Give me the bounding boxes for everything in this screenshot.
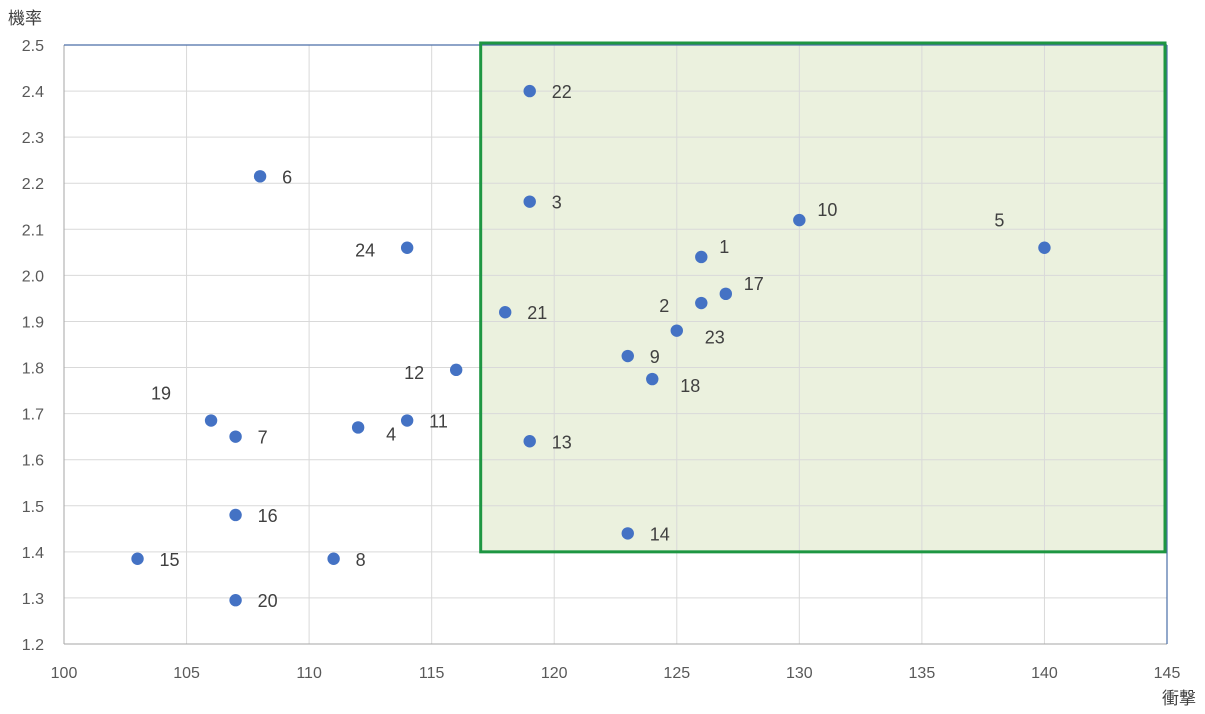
data-point-label: 15	[160, 550, 180, 570]
data-point-label: 13	[552, 432, 572, 452]
y-tick-label: 2.0	[22, 268, 44, 285]
data-point	[229, 594, 242, 607]
y-tick-label: 1.7	[22, 407, 44, 424]
x-tick-label: 115	[419, 665, 445, 682]
y-tick-label: 2.1	[22, 222, 44, 239]
data-point-label: 4	[386, 424, 396, 444]
data-point-label: 14	[650, 524, 670, 544]
data-point	[695, 250, 708, 264]
data-point-label: 6	[282, 167, 292, 187]
y-tick-label: 1.3	[22, 591, 44, 608]
data-point	[131, 552, 144, 565]
x-tick-label: 135	[909, 665, 936, 682]
x-tick-label: 105	[173, 665, 200, 682]
data-points	[131, 84, 1051, 607]
data-point	[253, 170, 267, 183]
y-axis-title: 機率	[8, 9, 42, 29]
y-tick-label: 1.8	[22, 361, 44, 378]
data-point	[400, 414, 414, 427]
data-point	[229, 508, 242, 522]
data-point-label: 19	[151, 384, 171, 404]
data-point-label: 2	[659, 296, 669, 316]
data-point	[621, 527, 634, 540]
data-point	[646, 372, 659, 386]
data-point	[793, 213, 806, 227]
gridlines	[64, 45, 1168, 644]
data-point	[719, 287, 732, 301]
x-tick-label: 145	[1154, 665, 1181, 682]
data-point	[523, 195, 536, 208]
data-point	[400, 241, 414, 254]
data-point	[621, 349, 634, 363]
data-point-label: 23	[705, 328, 725, 348]
data-point-label: 9	[650, 347, 660, 367]
data-point	[229, 430, 242, 443]
data-point	[327, 552, 340, 565]
data-point	[499, 306, 512, 319]
data-point-label: 3	[552, 193, 562, 213]
x-tick-label: 110	[296, 665, 322, 682]
data-point-label: 20	[258, 591, 278, 611]
data-point	[204, 414, 218, 427]
x-axis-title: 衝撃	[1162, 689, 1196, 709]
data-point	[523, 435, 536, 448]
data-point-label: 16	[258, 506, 278, 526]
data-point	[670, 324, 683, 337]
data-point-label: 11	[429, 412, 448, 432]
data-point-label: 8	[356, 550, 366, 570]
y-tick-label: 1.6	[22, 453, 44, 470]
highlight-region-fill	[480, 43, 1165, 552]
data-point-label: 17	[744, 274, 764, 294]
data-point-label: 10	[817, 200, 837, 220]
tick-labels: 100 105 110 115 120 125 130 135 140 1451.21.31.41…	[22, 38, 1181, 682]
x-tick-label: 100	[51, 665, 78, 682]
y-tick-label: 1.4	[22, 545, 44, 562]
x-tick-label: 125	[663, 665, 690, 682]
y-tick-label: 1.2	[22, 637, 44, 654]
x-tick-label: 140	[1031, 665, 1058, 682]
highlight-region-layer	[480, 43, 1165, 552]
y-tick-label: 2.5	[22, 38, 44, 55]
data-point-label: 24	[355, 241, 375, 261]
y-tick-label: 2.2	[22, 176, 44, 193]
data-point	[695, 296, 708, 310]
data-point-label: 22	[552, 82, 572, 102]
data-point-label: 21	[527, 303, 547, 323]
x-tick-label: 120	[541, 665, 568, 682]
y-tick-label: 2.3	[22, 130, 44, 147]
highlight-region-border	[479, 41, 1167, 554]
data-point-label: 7	[258, 428, 268, 448]
data-point-label: 12	[404, 363, 424, 383]
data-point	[523, 84, 536, 98]
y-tick-label: 2.4	[22, 84, 44, 101]
data-point-label: 5	[994, 211, 1004, 231]
data-point	[351, 421, 365, 434]
data-point-label: 1	[719, 237, 729, 257]
data-point	[449, 363, 463, 377]
data-point	[1038, 241, 1051, 254]
data-point-label: 18	[680, 376, 700, 396]
y-tick-label: 1.9	[22, 314, 44, 331]
axes	[63, 41, 1168, 645]
x-tick-label: 130	[786, 665, 813, 682]
y-tick-label: 1.5	[22, 499, 44, 516]
